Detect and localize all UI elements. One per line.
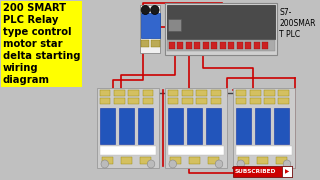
Bar: [236, 108, 251, 144]
Bar: [140, 5, 161, 53]
Bar: [100, 108, 115, 144]
Bar: [245, 42, 251, 49]
Bar: [278, 90, 289, 96]
Bar: [228, 42, 234, 49]
Bar: [250, 90, 260, 96]
Bar: [100, 146, 156, 155]
Bar: [167, 40, 275, 51]
Bar: [233, 88, 294, 168]
Bar: [170, 157, 181, 164]
Bar: [189, 157, 200, 164]
Bar: [276, 157, 287, 164]
Bar: [203, 42, 209, 49]
Bar: [114, 98, 124, 104]
Text: SUBSCRIBED: SUBSCRIBED: [235, 169, 276, 174]
Bar: [102, 157, 113, 164]
Bar: [211, 98, 221, 104]
Bar: [254, 42, 260, 49]
Circle shape: [237, 160, 244, 168]
Bar: [236, 98, 246, 104]
Bar: [100, 98, 110, 104]
Bar: [165, 88, 227, 168]
Bar: [140, 157, 151, 164]
Text: 200 SMART
PLC Relay
type control
motor star
delta starting
wiring
diagram: 200 SMART PLC Relay type control motor s…: [3, 3, 80, 85]
Bar: [187, 108, 202, 144]
Bar: [278, 98, 289, 104]
Text: S7-
200SMAR
T PLC: S7- 200SMAR T PLC: [279, 8, 316, 39]
Text: ▶: ▶: [285, 169, 289, 174]
Bar: [250, 98, 260, 104]
Bar: [141, 13, 160, 38]
Bar: [233, 166, 292, 177]
Bar: [236, 90, 246, 96]
Bar: [168, 90, 179, 96]
Bar: [282, 166, 292, 177]
Bar: [168, 98, 179, 104]
Bar: [100, 90, 110, 96]
Bar: [195, 42, 200, 49]
Circle shape: [283, 160, 291, 168]
Bar: [208, 157, 219, 164]
Bar: [274, 108, 289, 144]
Bar: [220, 42, 226, 49]
Circle shape: [215, 160, 223, 168]
Bar: [264, 90, 275, 96]
Bar: [211, 90, 221, 96]
Bar: [186, 42, 192, 49]
Bar: [128, 90, 139, 96]
Circle shape: [151, 6, 159, 15]
Bar: [167, 5, 275, 39]
Bar: [168, 19, 181, 31]
Bar: [168, 108, 183, 144]
Bar: [262, 42, 268, 49]
Bar: [168, 146, 224, 155]
Bar: [114, 90, 124, 96]
Bar: [142, 98, 153, 104]
Bar: [264, 98, 275, 104]
Circle shape: [101, 160, 108, 168]
Bar: [236, 146, 292, 155]
Bar: [142, 90, 153, 96]
Bar: [119, 108, 134, 144]
Bar: [182, 90, 193, 96]
Bar: [257, 157, 268, 164]
Bar: [141, 40, 149, 47]
Bar: [121, 157, 132, 164]
Bar: [196, 98, 207, 104]
Bar: [151, 40, 160, 47]
Circle shape: [141, 6, 150, 15]
Circle shape: [169, 160, 177, 168]
Bar: [237, 42, 243, 49]
Bar: [182, 98, 193, 104]
Bar: [128, 98, 139, 104]
Bar: [165, 3, 276, 55]
Bar: [255, 108, 270, 144]
Circle shape: [147, 160, 155, 168]
Bar: [169, 42, 175, 49]
Bar: [138, 108, 153, 144]
Bar: [196, 90, 207, 96]
Bar: [238, 157, 249, 164]
Bar: [97, 88, 159, 168]
Bar: [178, 42, 183, 49]
Bar: [206, 108, 221, 144]
Bar: [212, 42, 217, 49]
